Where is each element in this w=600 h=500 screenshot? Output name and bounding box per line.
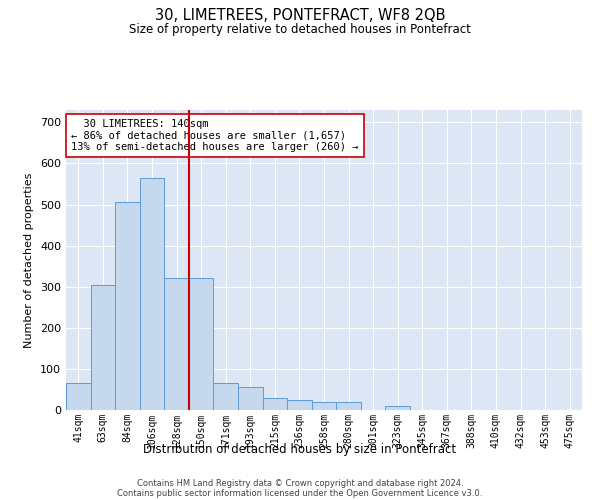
Bar bbox=[189, 278, 214, 410]
Text: Distribution of detached houses by size in Pontefract: Distribution of detached houses by size … bbox=[143, 442, 457, 456]
Bar bbox=[312, 402, 336, 410]
Bar bbox=[238, 388, 263, 410]
Bar bbox=[66, 384, 91, 410]
Bar bbox=[115, 202, 140, 410]
Text: Size of property relative to detached houses in Pontefract: Size of property relative to detached ho… bbox=[129, 22, 471, 36]
Y-axis label: Number of detached properties: Number of detached properties bbox=[25, 172, 34, 348]
Bar bbox=[336, 402, 361, 410]
Bar bbox=[140, 178, 164, 410]
Bar bbox=[385, 406, 410, 410]
Text: 30, LIMETREES, PONTEFRACT, WF8 2QB: 30, LIMETREES, PONTEFRACT, WF8 2QB bbox=[155, 8, 445, 22]
Bar bbox=[214, 384, 238, 410]
Text: 30 LIMETREES: 140sqm
← 86% of detached houses are smaller (1,657)
13% of semi-de: 30 LIMETREES: 140sqm ← 86% of detached h… bbox=[71, 119, 359, 152]
Text: Contains public sector information licensed under the Open Government Licence v3: Contains public sector information licen… bbox=[118, 488, 482, 498]
Bar bbox=[164, 278, 189, 410]
Bar bbox=[91, 284, 115, 410]
Bar bbox=[263, 398, 287, 410]
Bar bbox=[287, 400, 312, 410]
Text: Contains HM Land Registry data © Crown copyright and database right 2024.: Contains HM Land Registry data © Crown c… bbox=[137, 478, 463, 488]
